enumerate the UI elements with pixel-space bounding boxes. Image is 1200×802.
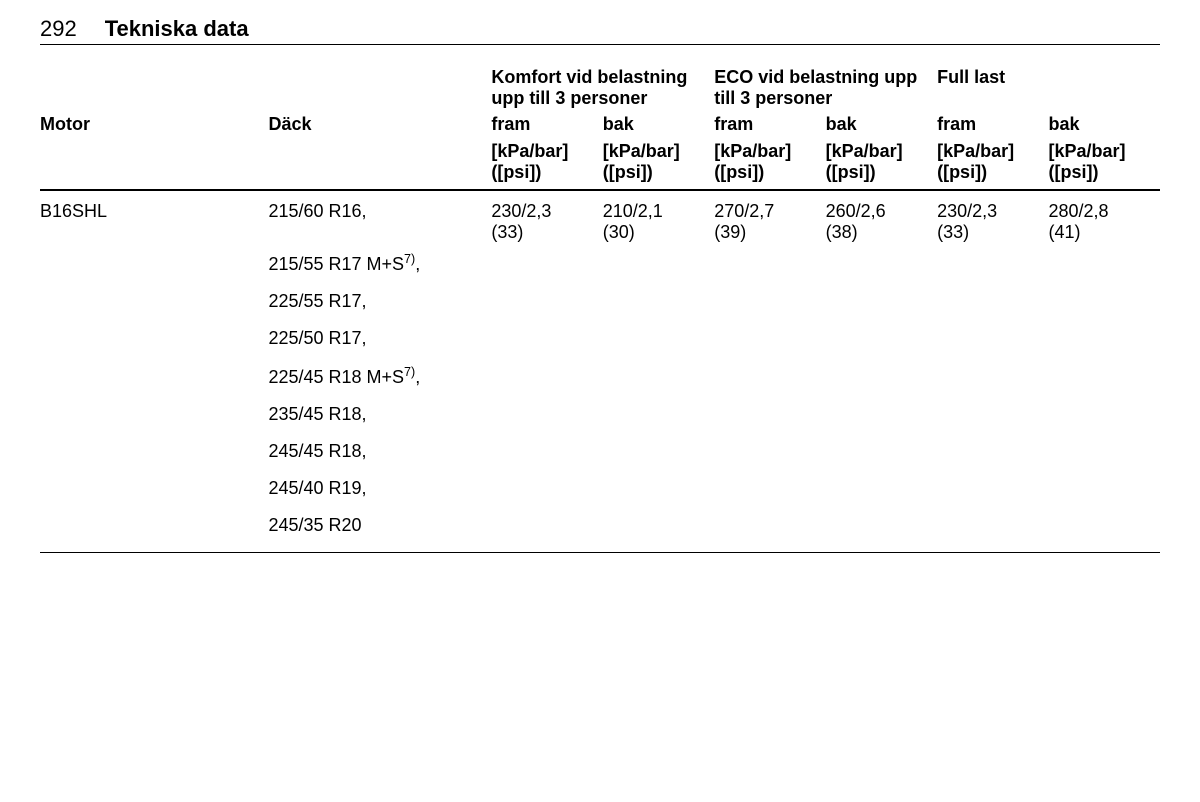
unit-cell: [kPa/bar] ([psi]) — [603, 141, 714, 189]
table-row: 245/45 R18, — [40, 441, 1160, 478]
tire-cell: 245/45 R18, — [268, 441, 491, 478]
subheader-row: Motor Däck fram bak fram bak fram bak — [40, 114, 1160, 141]
table-body: B16SHL 215/60 R16, 230/2,3 (33) 210/2,1 … — [40, 190, 1160, 553]
unit-cell: [kPa/bar] ([psi]) — [491, 141, 602, 189]
unit-row: [kPa/bar] ([psi]) [kPa/bar] ([psi]) [kPa… — [40, 141, 1160, 189]
unit-l2: ([psi]) — [937, 162, 987, 182]
unit-l1: [kPa/bar] — [1049, 141, 1126, 161]
val-l2: (41) — [1049, 222, 1081, 242]
unit-l1: [kPa/bar] — [714, 141, 791, 161]
val-l1: 230/2,3 — [491, 201, 551, 221]
val-l2: (30) — [603, 222, 635, 242]
val-l2: (39) — [714, 222, 746, 242]
val-l1: 210/2,1 — [603, 201, 663, 221]
group-eco: ECO vid belastning upp till 3 personer — [714, 67, 937, 114]
tire-cell: 245/40 R19, — [268, 478, 491, 515]
table-row: 225/55 R17, — [40, 291, 1160, 328]
tire-cell: 225/55 R17, — [268, 291, 491, 328]
tire-text: 215/55 R17 M+S — [268, 254, 404, 274]
unit-l2: ([psi]) — [603, 162, 653, 182]
table-row: 245/40 R19, — [40, 478, 1160, 515]
unit-cell: [kPa/bar] ([psi]) — [1049, 141, 1160, 189]
val-l2: (38) — [826, 222, 858, 242]
sup-after: , — [415, 254, 420, 274]
val-l2: (33) — [491, 222, 523, 242]
table-row: 215/55 R17 M+S7), — [40, 252, 1160, 291]
val-cell: 210/2,1 (30) — [603, 190, 714, 252]
col-komfort-fram: fram — [491, 114, 602, 141]
group-full: Full last — [937, 67, 1160, 114]
unit-l2: ([psi]) — [826, 162, 876, 182]
tire-cell: 235/45 R18, — [268, 404, 491, 441]
tire-text: 225/45 R18 M+S — [268, 367, 404, 387]
sup-mark: 7) — [404, 252, 415, 266]
page-header: 292 Tekniska data — [40, 16, 1160, 45]
sup-mark: 7) — [404, 365, 415, 379]
table-row: 225/50 R17, — [40, 328, 1160, 365]
val-cell: 260/2,6 (38) — [826, 190, 937, 252]
page-title: Tekniska data — [105, 16, 249, 42]
motor-cell: B16SHL — [40, 190, 268, 252]
group-header-row: Komfort vid belastning upp till 3 person… — [40, 67, 1160, 114]
col-dack: Däck — [268, 114, 491, 141]
unit-cell: [kPa/bar] ([psi]) — [826, 141, 937, 189]
col-komfort-bak: bak — [603, 114, 714, 141]
unit-l2: ([psi]) — [1049, 162, 1099, 182]
val-l1: 260/2,6 — [826, 201, 886, 221]
table-row: B16SHL 215/60 R16, 230/2,3 (33) 210/2,1 … — [40, 190, 1160, 252]
col-motor: Motor — [40, 114, 268, 141]
unit-l2: ([psi]) — [714, 162, 764, 182]
sup-after: , — [415, 367, 420, 387]
table-row: 235/45 R18, — [40, 404, 1160, 441]
tire-cell: 245/35 R20 — [268, 515, 491, 553]
tire-cell: 215/55 R17 M+S7), — [268, 252, 491, 291]
unit-cell: [kPa/bar] ([psi]) — [714, 141, 825, 189]
val-l1: 280/2,8 — [1049, 201, 1109, 221]
val-cell: 280/2,8 (41) — [1049, 190, 1160, 252]
tire-cell: 215/60 R16, — [268, 190, 491, 252]
table-row: 225/45 R18 M+S7), — [40, 365, 1160, 404]
page-number: 292 — [40, 16, 77, 42]
table-row: 245/35 R20 — [40, 515, 1160, 553]
tire-cell: 225/50 R17, — [268, 328, 491, 365]
unit-l1: [kPa/bar] — [937, 141, 1014, 161]
unit-l1: [kPa/bar] — [603, 141, 680, 161]
unit-l2: ([psi]) — [491, 162, 541, 182]
unit-cell: [kPa/bar] ([psi]) — [937, 141, 1048, 189]
col-eco-bak: bak — [826, 114, 937, 141]
tire-cell: 225/45 R18 M+S7), — [268, 365, 491, 404]
val-cell: 270/2,7 (39) — [714, 190, 825, 252]
val-l1: 270/2,7 — [714, 201, 774, 221]
val-cell: 230/2,3 (33) — [937, 190, 1048, 252]
unit-l1: [kPa/bar] — [826, 141, 903, 161]
col-eco-fram: fram — [714, 114, 825, 141]
val-l1: 230/2,3 — [937, 201, 997, 221]
val-l2: (33) — [937, 222, 969, 242]
unit-l1: [kPa/bar] — [491, 141, 568, 161]
col-full-fram: fram — [937, 114, 1048, 141]
val-cell: 230/2,3 (33) — [491, 190, 602, 252]
col-full-bak: bak — [1049, 114, 1160, 141]
pressure-table: Komfort vid belastning upp till 3 person… — [40, 67, 1160, 553]
group-komfort: Komfort vid belastning upp till 3 person… — [491, 67, 714, 114]
table-head: Komfort vid belastning upp till 3 person… — [40, 67, 1160, 190]
